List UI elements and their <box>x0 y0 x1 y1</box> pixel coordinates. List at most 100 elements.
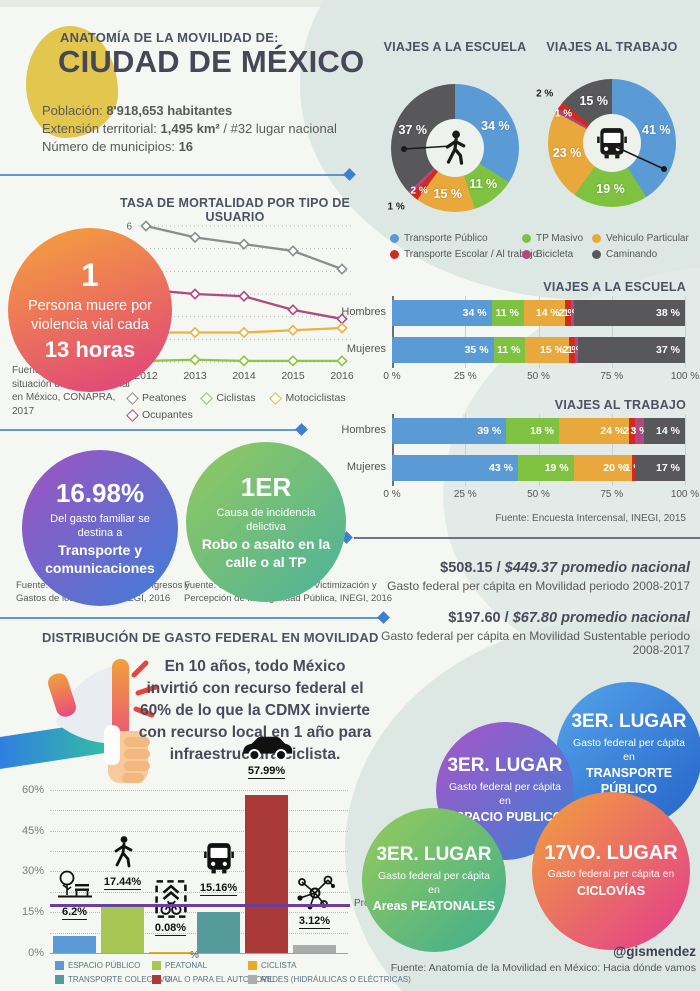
axis-tick: 100 % <box>670 489 700 500</box>
legend-swatch <box>390 250 399 259</box>
distribucion-title: DISTRIBUCIÓN DE GASTO FEDERAL EN MOVILID… <box>42 630 379 645</box>
bar-value-label: 57.99% <box>247 765 286 780</box>
legend-swatch <box>390 234 399 243</box>
pedestrian-icon <box>111 831 135 873</box>
bar-redes-hidr-ulicas-o-el-ctricas- <box>293 944 336 953</box>
axis-tick: 75 % <box>600 489 624 500</box>
bar-value-label: 6.2% <box>61 906 88 921</box>
grid-line <box>392 296 394 368</box>
fact-extension: Extensión territorial: 1,495 km² / #32 l… <box>42 121 337 136</box>
donut-chart-viajes-escuela: 34 % 11 % 15 % 2 % 1 % 37 % <box>387 84 519 213</box>
divider <box>0 429 300 431</box>
bar-peatonal <box>101 905 144 953</box>
mortality-legend-item: Ocupantes <box>126 408 193 422</box>
grid-line <box>538 414 540 486</box>
reference-line <box>50 904 350 907</box>
callout-pointer <box>401 145 452 152</box>
grid-line <box>50 891 348 893</box>
per-capita-value: $197.60 / <box>448 610 509 626</box>
legend-label: PEATONAL <box>165 961 207 970</box>
grid-line <box>50 830 348 832</box>
segment-value: 43 % <box>489 462 513 474</box>
y-tick: 15% <box>21 906 44 919</box>
bar-segment: 11 % <box>491 300 524 326</box>
stacked-bar-row: 35 % 11 % 15 % 2 % 1 % 37 % <box>392 337 685 363</box>
donut-slice-label: 19 % <box>596 182 625 197</box>
grid-line <box>50 810 348 812</box>
legend-label: Caminando <box>606 249 658 260</box>
bar-segment: 15 % <box>525 337 569 363</box>
legend-label: ESPACIO PÚBLICO <box>68 961 141 970</box>
rank-label: 17VO. LUGAR <box>544 842 678 865</box>
grid-line <box>465 414 467 486</box>
donut-slice-label: 2 % <box>410 185 428 197</box>
legend-label: REDES (HIDRÁULICAS O ELÉCTRICAS) <box>261 975 411 984</box>
mortality-legend-item: Peatones <box>126 391 187 405</box>
bar-vial-o-para-el-automovil <box>245 795 288 953</box>
donut-slice-label: 41 % <box>642 123 671 138</box>
stacked-bar-row: 39 % 18 % 24 % 2 % 3 % 14 % <box>392 418 685 444</box>
stat-text: violencia vial cada <box>31 317 149 333</box>
segment-value: 38 % <box>656 307 680 319</box>
title-blob <box>26 26 118 138</box>
header-kicker: ANATOMÍA DE LA MOVILIDAD DE: <box>60 30 279 45</box>
donut-escuela-title: VIAJES A LA ESCUELA <box>383 40 527 54</box>
bar-ciclista <box>149 952 192 953</box>
donut-slice-label: 1 % <box>387 201 405 213</box>
y-tick: 0% <box>28 947 44 959</box>
legend-item-6: Caminando <box>592 249 657 260</box>
gasto-legend-item: PEATONAL <box>152 961 207 970</box>
x-axis-line <box>50 953 348 954</box>
axis-tick: 25 % <box>453 489 477 500</box>
legend-diamond <box>269 391 283 405</box>
stat-text: Persona muere por <box>27 298 153 315</box>
donut-slice-label: 37 % <box>398 122 427 137</box>
per-capita-movilidad: $508.15 / $449.37 promedio nacional Gast… <box>350 560 690 593</box>
bar-segment: 34 % <box>392 300 492 326</box>
bus-icon <box>202 837 236 879</box>
donut-slice-label: 15 % <box>579 93 608 108</box>
legend-item-5: Bicicleta <box>522 249 573 260</box>
gasto-legend-item: TRANSPORTE COLECTIVO <box>55 975 171 984</box>
per-capita-desc: Gasto federal per cápita en Movilidad Su… <box>381 629 690 657</box>
stacked-bar-row: 43 % 19 % 20 % 1 % 17 % <box>392 455 685 481</box>
stat-number: 13 horas <box>44 336 136 362</box>
bar-segment: 17 % <box>635 455 685 481</box>
divider <box>354 537 700 539</box>
mortality-chart-title: TASA DE MORTALIDAD POR TIPO DE USUARIO <box>119 196 351 224</box>
segment-value: 14 % <box>656 425 680 437</box>
header-facts: Población: 8'918,653 habitantes Extensió… <box>42 102 337 156</box>
bar-value-label: 0.08% <box>154 922 187 936</box>
svg-text:2014: 2014 <box>232 370 256 382</box>
segment-value: 18 % <box>530 425 554 437</box>
legend-label: Ciclistas <box>216 392 256 404</box>
legend-label: CICLISTA <box>261 961 297 970</box>
svg-text:6: 6 <box>126 222 132 233</box>
stat-text-bold: Transporte y comunicaciones <box>45 542 155 576</box>
legend-label: VIAL O PARA EL AUTOMOVIL <box>165 975 274 984</box>
gasto-legend-item: CICLISTA <box>248 961 296 970</box>
bar-segment: 14 % <box>643 418 685 444</box>
bar-segment: 24 % <box>559 418 630 444</box>
legend-label: Transporte Escolar / Al trabajo <box>404 249 539 260</box>
legend-label: Motociclistas <box>285 392 346 404</box>
rank-desc: Gasto federal per cápita en <box>448 780 562 807</box>
bar-value-label: 3.12% <box>298 914 331 929</box>
legend-swatch <box>522 250 531 259</box>
grid-line <box>611 296 613 368</box>
rank-label: 3ER. LUGAR <box>447 755 563 777</box>
grid-line <box>685 296 686 368</box>
gasto-familiar-circle: 16.98% Del gasto familiar se destina a T… <box>22 450 178 606</box>
axis-tick: 100 % <box>670 371 700 382</box>
axis-tick: 50 % <box>527 371 550 382</box>
stat-number: 16.98% <box>55 477 145 508</box>
grid-line <box>50 789 348 791</box>
legend-label: TP Masivo <box>536 233 584 244</box>
stacked-escuela-title: VIAJES A LA ESCUELA <box>543 280 686 294</box>
legend-swatch <box>248 975 257 984</box>
bar-segment: 20 % <box>573 455 633 481</box>
donut-slice-label: 23 % <box>552 146 582 161</box>
reference-line-label: Pro <box>354 898 370 910</box>
legend-label: Peatones <box>142 392 187 404</box>
